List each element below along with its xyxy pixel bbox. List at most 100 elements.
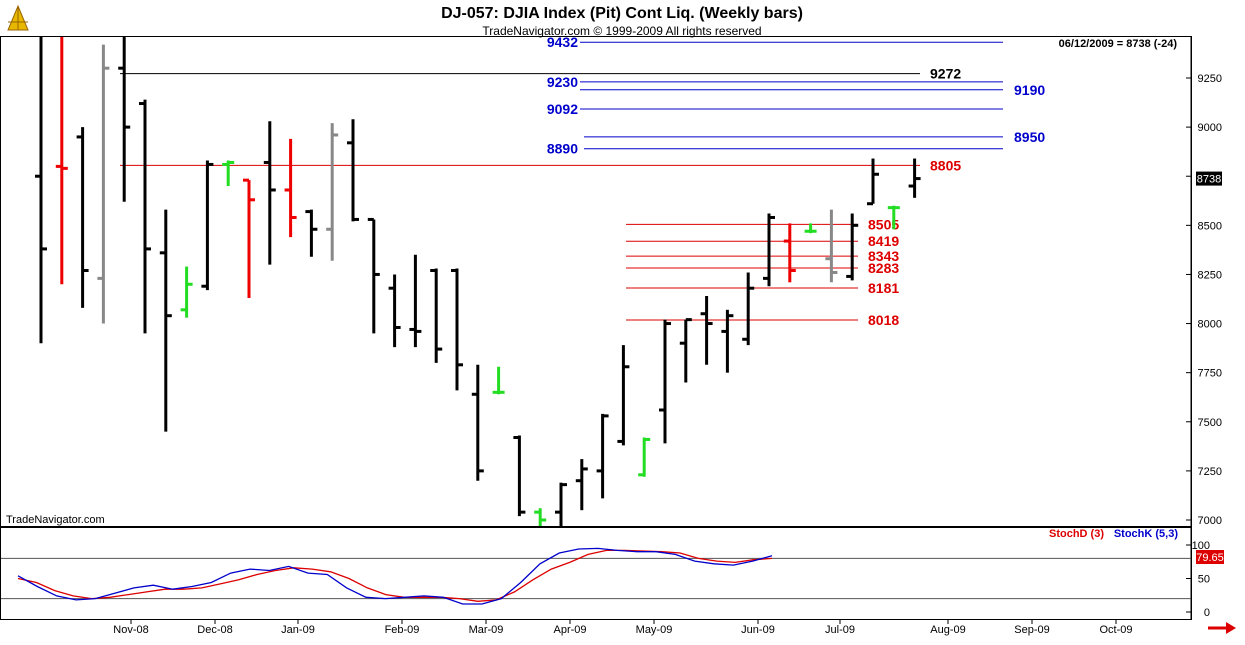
support-label: 8343 xyxy=(868,248,899,264)
date-axis-label: Dec-08 xyxy=(197,624,232,636)
support-label: 8805 xyxy=(930,157,961,173)
logo xyxy=(6,4,30,32)
resistance-label: 8950 xyxy=(1014,129,1045,145)
date-axis-label: Oct-09 xyxy=(1099,624,1132,636)
price-axis-label: 8000 xyxy=(1198,319,1222,331)
date-axis-label: May-09 xyxy=(636,624,673,636)
chart-subtitle: TradeNavigator.com © 1999-2009 All right… xyxy=(482,24,761,38)
price-bar xyxy=(326,123,339,261)
date-axis-label: Mar-09 xyxy=(469,624,504,636)
date-axis-label: Feb-09 xyxy=(385,624,420,636)
price-axis-label: 8250 xyxy=(1198,269,1222,281)
date-readout: 06/12/2009 = 8738 (-24) xyxy=(1059,38,1178,50)
stoch-panel xyxy=(0,527,1192,620)
stochk-line xyxy=(17,547,773,605)
price-bar xyxy=(638,437,651,477)
price-bar xyxy=(118,37,131,202)
price-bar xyxy=(388,274,401,348)
support-label: 8283 xyxy=(868,260,899,276)
stoch-last-tag: 79.65 xyxy=(1196,550,1224,564)
price-bar xyxy=(305,209,318,257)
price-axis-label: 7500 xyxy=(1198,417,1222,429)
price-bar xyxy=(367,217,380,334)
legend-stochk: StochK (5,3) xyxy=(1114,528,1179,540)
price-bar xyxy=(742,272,755,346)
price-bar xyxy=(534,508,547,526)
stoch-axis-label: 50 xyxy=(1198,574,1210,586)
price-bar xyxy=(430,268,443,363)
price-bar xyxy=(243,178,255,299)
price-bar xyxy=(347,119,359,222)
price-bar xyxy=(825,209,838,283)
date-axis-label: Nov-08 xyxy=(113,624,148,636)
support-label: 8181 xyxy=(868,280,899,296)
price-axis-label: 7750 xyxy=(1198,368,1222,380)
price-axis-label: 8500 xyxy=(1198,220,1222,232)
support-label: 8419 xyxy=(868,233,899,249)
price-bar xyxy=(721,309,734,373)
resistance-label: 8890 xyxy=(547,141,578,157)
price-bar xyxy=(159,209,172,432)
resistance-label: 9230 xyxy=(547,74,578,90)
price-bar xyxy=(804,223,817,234)
price-bar xyxy=(263,121,276,265)
price-bar xyxy=(908,158,921,198)
price-bar xyxy=(284,138,297,238)
legend-stochd: StochD (3) xyxy=(1049,528,1104,540)
price-panel xyxy=(0,36,1192,527)
price-bar xyxy=(867,158,879,206)
support-label: 8505 xyxy=(868,216,899,232)
price-bar xyxy=(763,213,775,287)
date-axis-label: Aug-09 xyxy=(930,624,965,636)
price-axis-label: 9250 xyxy=(1198,73,1222,85)
resistance-label: 9432 xyxy=(547,34,578,50)
resistance-label: 9092 xyxy=(547,101,578,117)
price-axis-label: 7250 xyxy=(1198,466,1222,478)
stoch-grid xyxy=(1,557,1191,600)
price-axis-label: 9000 xyxy=(1198,122,1222,134)
price-bar xyxy=(409,254,422,348)
resistance-label: 9272 xyxy=(930,66,961,82)
level-lines: 9432 9272 9230 9190 9092 8950 8890 8805 85058419… xyxy=(120,34,1045,328)
date-axis-label: Jul-09 xyxy=(825,624,855,636)
last-price-tag: 8738 xyxy=(1196,171,1222,186)
price-bar xyxy=(846,213,859,281)
price-bar xyxy=(700,296,713,365)
price-bar xyxy=(679,318,692,383)
price-bars xyxy=(35,37,921,526)
price-bar xyxy=(783,223,796,283)
price-bar xyxy=(76,127,89,308)
price-bar xyxy=(97,44,110,324)
date-axis-label: Apr-09 xyxy=(553,624,586,636)
stoch-axis-label: 100 xyxy=(1192,540,1210,552)
stoch-lines xyxy=(17,547,773,605)
price-bar xyxy=(659,319,671,444)
price-bar xyxy=(575,459,588,511)
price-bar xyxy=(35,37,47,344)
price-bar xyxy=(596,413,609,499)
price-bar xyxy=(513,435,526,517)
price-bar xyxy=(201,160,214,291)
price-bar xyxy=(139,99,151,334)
price-bar xyxy=(180,266,193,318)
resistance-label: 9190 xyxy=(1014,82,1045,98)
price-bar xyxy=(451,268,463,391)
price-bar xyxy=(55,37,68,285)
stoch-axis-label: 0 xyxy=(1204,607,1210,619)
price-bar xyxy=(887,205,900,230)
date-axis: Nov-08 Dec-08 Jan-09 Feb-09 Mar-09 Apr-09 May-… xyxy=(113,620,1133,636)
watermark: TradeNavigator.com xyxy=(6,514,105,526)
scroll-arrow[interactable] xyxy=(1208,622,1236,634)
price-bar xyxy=(222,160,235,187)
date-axis-label: Sep-09 xyxy=(1014,624,1049,636)
price-bar xyxy=(617,345,630,446)
price-bar xyxy=(555,482,567,526)
date-axis-label: Jun-09 xyxy=(741,624,775,636)
price-axis-label: 7000 xyxy=(1198,515,1222,527)
date-axis-label: Jan-09 xyxy=(281,624,315,636)
chart-title: DJ-057: DJIA Index (Pit) Cont Liq. (Week… xyxy=(441,5,803,22)
price-bar xyxy=(471,364,484,481)
stoch-axis: 0 50 100 xyxy=(1186,540,1210,619)
